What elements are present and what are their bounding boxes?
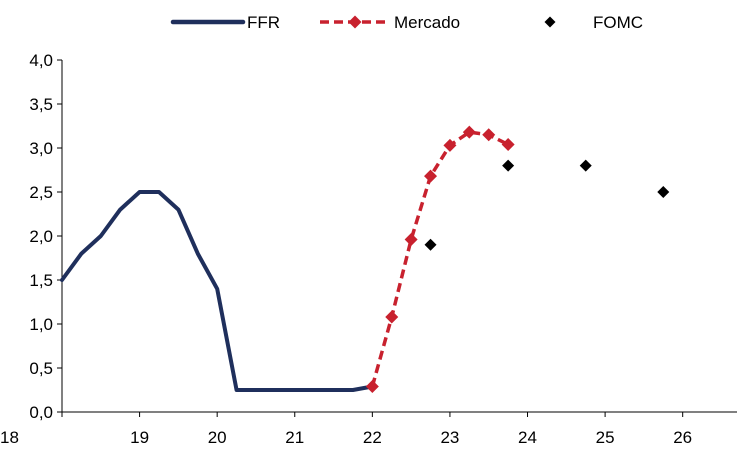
legend-item-fomc: FOMC — [544, 13, 643, 32]
mercado-series-point — [365, 379, 379, 393]
y-tick-label: 1,5 — [29, 271, 53, 290]
fomc-series-point — [502, 159, 515, 172]
mercado-series-point — [501, 137, 515, 151]
y-tick-label: 3,5 — [29, 95, 53, 114]
y-tick-label: 4,0 — [29, 51, 53, 70]
mercado-series-point — [404, 233, 418, 247]
y-tick-label: 1,0 — [29, 315, 53, 334]
y-tick-label: 0,5 — [29, 359, 53, 378]
x-tick-label: 25 — [596, 428, 615, 447]
legend-label: Mercado — [394, 13, 460, 32]
x-tick-label: 23 — [440, 428, 459, 447]
legend-label: FFR — [247, 13, 280, 32]
fomc-series-point — [424, 238, 437, 251]
fomc-series-point — [657, 186, 670, 198]
legend-label: FOMC — [593, 13, 643, 32]
legend-item-ffr: FFR — [170, 13, 280, 32]
x-tick-label: 24 — [518, 428, 537, 447]
legend: FFR Mercado FOMC — [170, 13, 643, 32]
mercado-series-point — [462, 125, 476, 139]
mercado-series-point — [424, 169, 438, 183]
y-tick-label: 2,5 — [29, 183, 53, 202]
ffr-series-line — [60, 190, 375, 392]
x-tick-label: 18 — [0, 428, 19, 447]
legend-item-mercado: Mercado — [320, 13, 460, 32]
mercado-series-point — [385, 310, 399, 324]
y-tick-label: 0,0 — [29, 403, 53, 422]
plot-area — [60, 125, 670, 393]
x-tick-label: 19 — [130, 428, 149, 447]
axes: 0,0 0,5 1,0 1,5 2,0 2,5 3,0 3,5 4,0 18 19 20 21 22 23 2… — [0, 51, 737, 447]
x-tick-label: 26 — [673, 428, 692, 447]
fomc-series-point — [579, 159, 592, 172]
y-tick-label: 3,0 — [29, 139, 53, 158]
legend-swatch-marker — [348, 15, 362, 29]
mercado-series-point — [443, 138, 457, 152]
mercado-series-point — [482, 128, 496, 142]
x-tick-label: 20 — [208, 428, 227, 447]
legend-swatch-marker — [544, 16, 556, 28]
mercado-series-line — [370, 130, 509, 387]
x-tick-label: 21 — [285, 428, 304, 447]
y-tick-label: 2,0 — [29, 227, 53, 246]
x-tick-label: 22 — [363, 428, 382, 447]
